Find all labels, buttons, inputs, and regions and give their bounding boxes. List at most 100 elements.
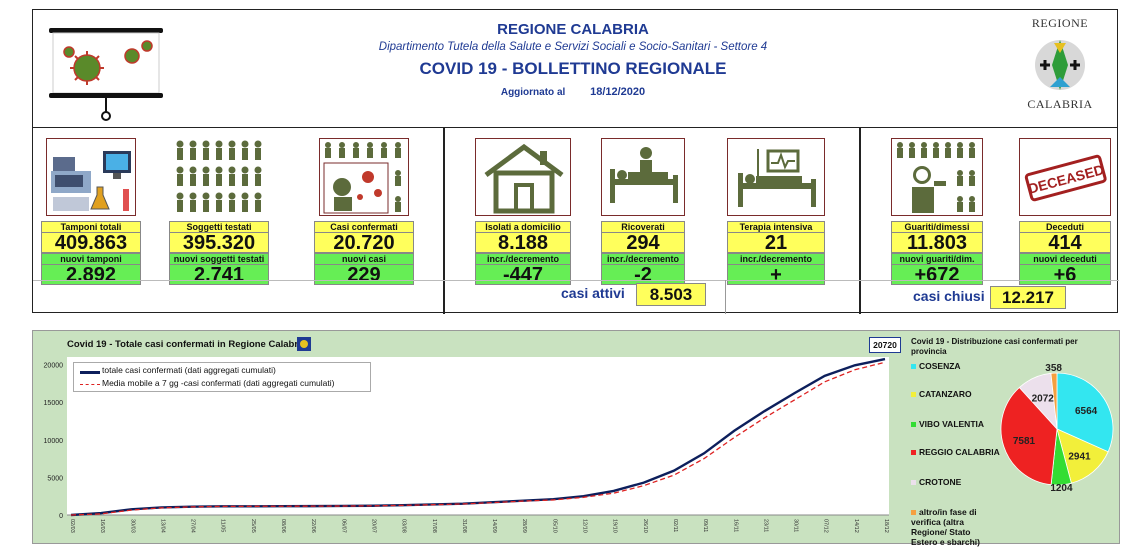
x-tick-label: 23/11 (762, 519, 768, 532)
total-badge: 20720 (869, 337, 901, 353)
stat-value: 409.863 (41, 232, 141, 254)
x-tick-label: 16/11 (732, 519, 738, 532)
stat-new-label: nuovi deceduti (1019, 253, 1111, 264)
x-tick-label: 12/10 (582, 519, 588, 533)
stat-deceduti: DECEASED Deceduti 414 nuovi deceduti +6 (1019, 138, 1111, 286)
x-tick-label: 17/08 (431, 519, 437, 533)
x-tick-label: 28/09 (521, 519, 527, 533)
department-subtitle: Dipartimento Tutela della Salute e Servi… (378, 41, 768, 53)
stat-new-label: incr./decremento (601, 253, 685, 264)
region-crest-icon (297, 337, 311, 351)
pie-data-label: 2072 (1032, 393, 1055, 404)
updated-line: Aggiornato al 18/12/2020 (233, 86, 913, 98)
region-title: REGIONE CALABRIA (497, 21, 649, 38)
legend-swatch (80, 384, 100, 385)
x-tick-label: 16/03 (99, 519, 105, 533)
y-tick-label: 5000 (47, 475, 63, 482)
stat-label: Guariti/dimessi (891, 221, 983, 232)
pie-data-label: 358 (1045, 363, 1062, 374)
stat-label: Terapia intensiva (727, 221, 825, 232)
stat-tamponi: Tamponi totali 409.863 nuovi tamponi 2.8… (41, 138, 141, 286)
x-tick-label: 05/10 (551, 519, 557, 533)
x-tick-label: 14/12 (853, 519, 859, 533)
pie-chart-svg: 6564 2941 1204 7581 2072 358 (1000, 363, 1114, 494)
stat-label: Casi confermati (314, 221, 414, 232)
region-logo-top: REGIONE (1031, 16, 1089, 30)
stat-isolati: Isolati a domicilio 8.188 incr./decremen… (475, 138, 571, 286)
x-tick-label: 18/12 (883, 519, 889, 533)
closed-cases-label: casi chiusi (913, 288, 985, 304)
legend-swatch (911, 392, 916, 398)
active-cases-label: casi attivi (561, 285, 625, 301)
stat-value: 395.320 (169, 232, 269, 254)
pie-legend-label: REGGIO CALABRIA (919, 447, 1000, 457)
stat-guariti: Guariti/dimessi 11.803 nuovi guariti/dim… (891, 138, 983, 286)
pie-slice (1056, 428, 1109, 484)
stat-value: 8.188 (475, 232, 571, 254)
x-tick-label: 02/11 (672, 519, 678, 532)
stat-new-value: -447 (475, 264, 571, 286)
line-chart: 0 5000 10000 15000 20000 02/03 16/03 30/03 13/04… (33, 331, 901, 545)
pie-legend-item: CROTONE (911, 477, 997, 487)
line-chart-legend: totale casi confermati (dati aggregati c… (73, 362, 371, 392)
legend-swatch (911, 364, 916, 370)
stat-ricoverati: Ricoverati 294 incr./decremento -2 (601, 138, 685, 286)
stat-new-label: nuovi tamponi (41, 253, 141, 264)
stat-soggetti: Soggetti testati 395.320 nuovi soggetti … (169, 138, 269, 286)
pie-data-label: 7581 (1013, 436, 1036, 447)
pie-legend-item: COSENZA (911, 361, 997, 371)
stat-new-value: -2 (601, 264, 685, 286)
line-chart-title: Covid 19 - Totale casi confermati in Reg… (67, 339, 306, 350)
pie-legend-label: altro/in fase di verifica (altra Regione… (911, 507, 980, 547)
pie-chart-title: Covid 19 - Distribuzione casi confermati… (911, 337, 1078, 356)
region-logo: REGIONE CALABRIA (1015, 16, 1105, 124)
stat-new-value: 2.892 (41, 264, 141, 286)
x-tick-label: 31/08 (461, 519, 467, 533)
virus-projector-icon (49, 28, 163, 121)
x-tick-label: 06/07 (340, 519, 346, 533)
stat-label: Isolati a domicilio (475, 221, 571, 232)
pie-chart: Covid 19 - Distribuzione casi confermati… (899, 331, 1121, 547)
x-tick-label: 19/10 (612, 519, 618, 533)
legend-swatch (911, 480, 916, 486)
series-line-moving-average (70, 361, 886, 516)
stat-casi: Casi confermati 20.720 nuovi casi 229 (314, 138, 414, 286)
header: REGIONE CALABRIA Dipartimento Tutela del… (33, 10, 1117, 128)
x-tick-label: 25/05 (250, 519, 256, 533)
divider (859, 128, 861, 314)
stat-new-label: incr./decremento (475, 253, 571, 264)
stat-terapia: Terapia intensiva 21 incr./decremento + (727, 138, 825, 286)
stat-value: 414 (1019, 232, 1111, 254)
x-tick-label: 20/07 (370, 519, 376, 533)
stat-value: 21 (727, 232, 825, 254)
x-tick-label: 27/04 (190, 519, 196, 533)
stat-label: Deceduti (1019, 221, 1111, 232)
x-tick-label: 13/04 (159, 519, 165, 533)
x-tick-label: 02/03 (69, 519, 75, 533)
house-icon (475, 138, 571, 216)
title-block: REGIONE CALABRIA Dipartimento Tutela del… (233, 21, 913, 98)
pie-legend-label: CATANZARO (919, 389, 972, 399)
legend-swatch (911, 422, 916, 428)
region-logo-bottom: CALABRIA (1027, 97, 1093, 111)
x-tick-label: 07/12 (823, 519, 829, 533)
stat-new-label: nuovi soggetti testati (169, 253, 269, 264)
updated-date: 18/12/2020 (590, 86, 646, 98)
stat-value: 11.803 (891, 232, 983, 254)
divider (443, 128, 445, 314)
stat-label: Soggetti testati (169, 221, 269, 232)
y-tick-label: 0 (59, 513, 63, 520)
x-tick-label: 08/06 (280, 519, 286, 533)
stat-new-value: +672 (891, 264, 983, 286)
y-tick-label: 15000 (44, 400, 64, 407)
y-tick-label: 20000 (44, 363, 64, 370)
pie-legend-label: VIBO VALENTIA (919, 419, 985, 429)
x-tick-label: 09/11 (702, 519, 708, 532)
pie-legend-item: altro/in fase di verifica (altra Regione… (911, 507, 997, 547)
stat-value: 294 (601, 232, 685, 254)
x-tick-label: 03/08 (401, 519, 407, 533)
virus-spread-icon (319, 138, 409, 216)
pie-legend-item: VIBO VALENTIA (911, 419, 997, 429)
stat-new-value: +6 (1019, 264, 1111, 286)
stats-row: Tamponi totali 409.863 nuovi tamponi 2.8… (33, 128, 1119, 314)
